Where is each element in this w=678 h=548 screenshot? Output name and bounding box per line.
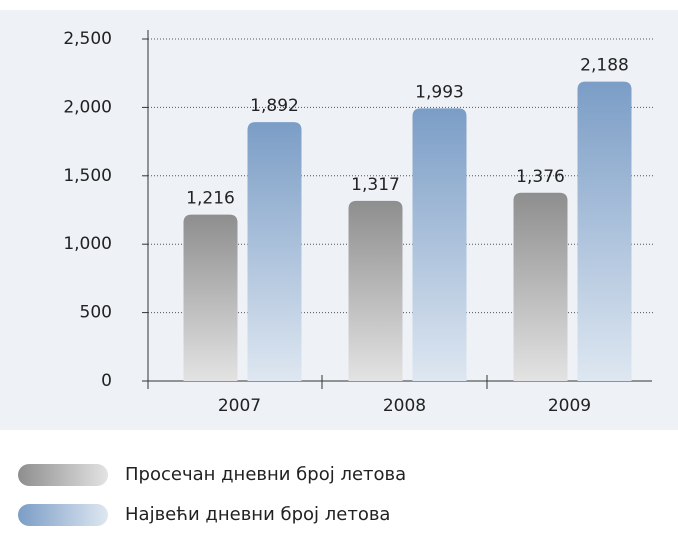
- value-label: 1,993: [415, 82, 464, 102]
- bar: [348, 200, 403, 381]
- legend-label: Просечан дневни број летова: [125, 464, 406, 485]
- value-label: 1,216: [186, 189, 235, 209]
- value-label: 1,376: [516, 167, 565, 187]
- legend-label: Највећи дневни број летова: [125, 504, 390, 525]
- value-label: 1,892: [250, 96, 299, 116]
- bar: [183, 214, 238, 381]
- bar: [513, 192, 568, 381]
- x-tick-label: 2009: [548, 396, 591, 416]
- legend-swatch: [18, 464, 108, 486]
- x-tick-label: 2008: [383, 396, 426, 416]
- value-label: 1,317: [351, 175, 400, 195]
- y-tick-label: 500: [80, 303, 112, 323]
- y-tick-label: 2,500: [63, 29, 112, 49]
- plot-background: [0, 10, 678, 430]
- y-tick-label: 1,000: [63, 234, 112, 254]
- bar: [412, 108, 467, 381]
- y-tick-label: 2,000: [63, 97, 112, 117]
- legend-swatch: [18, 504, 108, 526]
- x-tick-label: 2007: [218, 396, 261, 416]
- y-tick-label: 0: [101, 371, 112, 391]
- bar: [577, 81, 632, 381]
- y-tick-label: 1,500: [63, 166, 112, 186]
- bar: [247, 122, 302, 381]
- value-label: 2,188: [580, 56, 629, 76]
